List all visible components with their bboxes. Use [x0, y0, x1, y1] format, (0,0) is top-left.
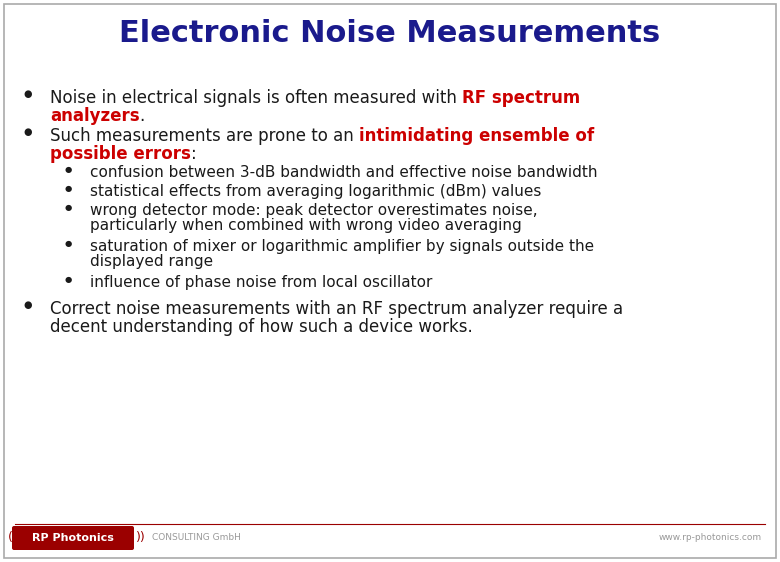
Text: influence of phase noise from local oscillator: influence of phase noise from local osci… [90, 275, 432, 290]
Text: www.rp-photonics.com: www.rp-photonics.com [659, 533, 762, 542]
Text: analyzers: analyzers [50, 107, 140, 125]
FancyBboxPatch shape [12, 526, 134, 550]
Text: Correct noise measurements with an RF spectrum analyzer require a: Correct noise measurements with an RF sp… [50, 300, 623, 318]
Text: ●: ● [65, 275, 72, 284]
Text: saturation of mixer or logarithmic amplifier by signals outside the: saturation of mixer or logarithmic ampli… [90, 239, 594, 254]
Text: ●: ● [65, 203, 72, 212]
Text: .: . [140, 107, 145, 125]
Text: statistical effects from averaging logarithmic (dBm) values: statistical effects from averaging logar… [90, 184, 541, 199]
Text: )): )) [136, 532, 146, 545]
Text: ●: ● [23, 89, 32, 99]
Text: wrong detector mode: peak detector overestimates noise,: wrong detector mode: peak detector overe… [90, 203, 537, 218]
Text: RF spectrum: RF spectrum [462, 89, 580, 107]
Text: Electronic Noise Measurements: Electronic Noise Measurements [119, 20, 661, 48]
Text: Noise in electrical signals is often measured with: Noise in electrical signals is often mea… [50, 89, 462, 107]
Text: displayed range: displayed range [90, 254, 213, 269]
Text: :: : [191, 145, 197, 163]
Text: ●: ● [65, 239, 72, 248]
Text: RP Photonics: RP Photonics [32, 533, 114, 543]
Text: ●: ● [65, 165, 72, 174]
Text: confusion between 3-dB bandwidth and effective noise bandwidth: confusion between 3-dB bandwidth and eff… [90, 165, 597, 180]
Text: ●: ● [65, 184, 72, 193]
Text: ●: ● [23, 300, 32, 310]
Text: ((: (( [8, 532, 18, 545]
Text: intimidating ensemble of: intimidating ensemble of [359, 127, 594, 145]
Text: ●: ● [23, 127, 32, 137]
Text: CONSULTING GmbH: CONSULTING GmbH [152, 533, 241, 542]
Text: possible errors: possible errors [50, 145, 191, 163]
Text: decent understanding of how such a device works.: decent understanding of how such a devic… [50, 318, 473, 336]
Text: particularly when combined with wrong video averaging: particularly when combined with wrong vi… [90, 218, 522, 233]
Text: Such measurements are prone to an: Such measurements are prone to an [50, 127, 359, 145]
